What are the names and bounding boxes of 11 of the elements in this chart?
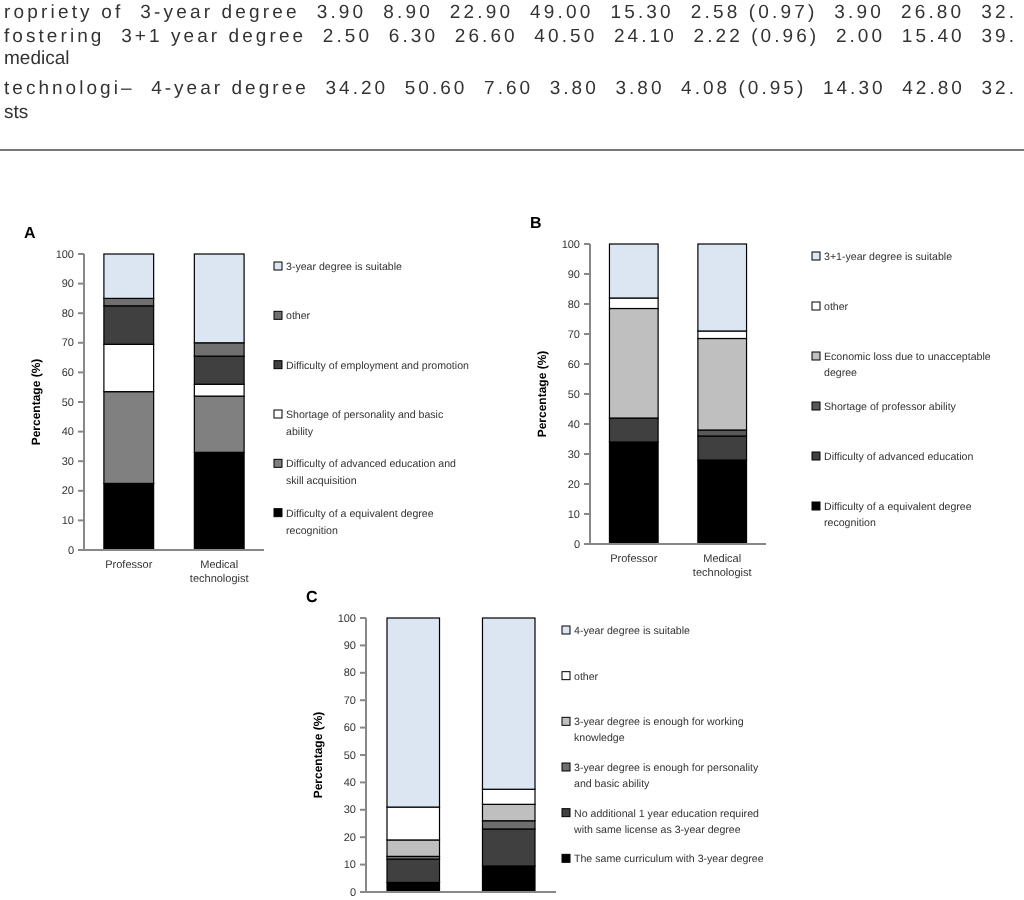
text: ropriety of 3-year degree 3.90 8.90 22.90 49.00 15.30 2.58 (0.97) 3.90 26.80 32.	[4, 2, 1014, 24]
chart-title: A	[24, 224, 36, 242]
bar	[697, 337, 748, 431]
bar	[103, 253, 155, 299]
bar	[697, 243, 748, 332]
chart-title: B	[530, 214, 542, 232]
text: medical	[4, 48, 70, 70]
text: fostering 3+1 year degree 2.50 6.30 26.60 40.50 24.10 2.22 (0.96) 2.00 15.40 39.	[4, 26, 1014, 48]
text: sts	[4, 102, 29, 124]
text: technologi– 4-year degree 34.20 50.60 7.60 3.80 3.80 4.08 (0.95) 14.30 42.80 32.	[4, 78, 1014, 100]
chart-title: C	[306, 588, 318, 606]
